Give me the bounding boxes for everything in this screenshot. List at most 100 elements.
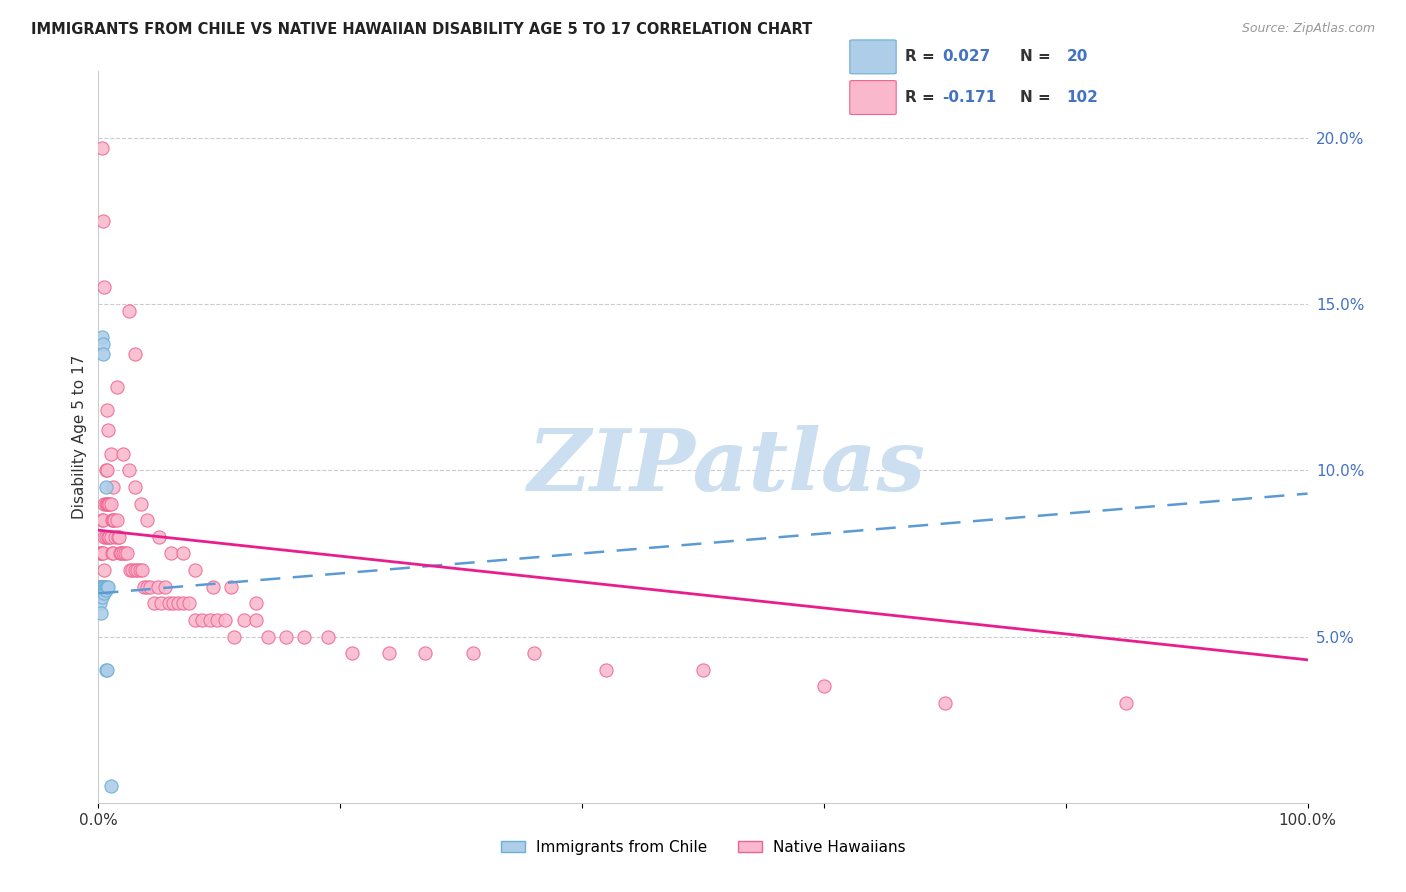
Point <box>94 497 117 511</box>
Point <box>110 546 132 560</box>
Point <box>150 596 173 610</box>
Text: -0.171: -0.171 <box>942 90 997 105</box>
Point <box>111 546 134 560</box>
Text: IMMIGRANTS FROM CHILE VS NATIVE HAWAIIAN DISABILITY AGE 5 TO 17 CORRELATION CHAR: IMMIGRANTS FROM CHILE VS NATIVE HAWAIIAN… <box>31 22 813 37</box>
Point <box>94 582 117 597</box>
Point <box>118 563 141 577</box>
Point <box>463 646 485 660</box>
Point <box>1115 696 1137 710</box>
Point <box>124 563 146 577</box>
Point <box>101 480 124 494</box>
Point <box>143 596 166 610</box>
Point <box>118 303 141 318</box>
Point <box>111 447 134 461</box>
Point <box>222 630 245 644</box>
Point <box>153 580 176 594</box>
Point <box>93 497 115 511</box>
Point <box>124 480 146 494</box>
Point <box>96 580 118 594</box>
Point <box>108 546 131 560</box>
Point <box>97 424 120 438</box>
Point <box>98 530 121 544</box>
Text: R =: R = <box>905 49 941 64</box>
Point <box>934 696 956 710</box>
Point <box>100 530 122 544</box>
Point <box>96 403 118 417</box>
Point <box>90 586 112 600</box>
Point <box>377 646 399 660</box>
Point <box>89 546 111 560</box>
Point <box>595 663 617 677</box>
Point <box>91 546 114 560</box>
Point <box>91 580 114 594</box>
Point <box>90 607 112 621</box>
Point <box>118 463 141 477</box>
Point <box>94 530 117 544</box>
Point <box>692 663 714 677</box>
Point <box>124 347 146 361</box>
Point <box>93 280 115 294</box>
Point <box>135 580 157 594</box>
Point <box>316 630 339 644</box>
Point <box>813 680 835 694</box>
Point <box>191 613 214 627</box>
Point <box>96 663 118 677</box>
Point <box>100 497 122 511</box>
Point <box>162 596 184 610</box>
Y-axis label: Disability Age 5 to 17: Disability Age 5 to 17 <box>72 355 87 519</box>
Point <box>167 596 190 610</box>
Point <box>245 596 267 610</box>
Point <box>100 779 122 793</box>
Point <box>157 596 180 610</box>
Point <box>100 546 122 560</box>
Point <box>91 513 114 527</box>
Point <box>91 347 114 361</box>
Point <box>94 480 117 494</box>
Point <box>91 513 114 527</box>
Point <box>214 613 236 627</box>
Point <box>114 546 136 560</box>
Point <box>98 497 121 511</box>
Point <box>94 663 117 677</box>
Point <box>184 563 207 577</box>
Point <box>292 630 315 644</box>
FancyBboxPatch shape <box>849 80 896 114</box>
Point <box>202 580 225 594</box>
Text: 102: 102 <box>1066 90 1098 105</box>
Point <box>94 463 117 477</box>
Point <box>245 613 267 627</box>
Point <box>91 141 114 155</box>
Point <box>198 613 221 627</box>
Point <box>100 513 122 527</box>
Point <box>91 590 114 604</box>
Point <box>97 530 120 544</box>
Point <box>139 580 162 594</box>
Point <box>93 563 115 577</box>
Point <box>413 646 436 660</box>
Point <box>93 530 115 544</box>
Point <box>105 380 128 394</box>
Point <box>131 563 153 577</box>
Point <box>101 546 124 560</box>
Point <box>179 596 201 610</box>
Point <box>129 497 152 511</box>
Point <box>91 214 114 228</box>
Text: N =: N = <box>1019 90 1056 105</box>
Point <box>148 530 170 544</box>
Point <box>90 580 112 594</box>
Point <box>104 530 127 544</box>
Point <box>128 563 150 577</box>
Text: ZIPatlas: ZIPatlas <box>529 425 927 508</box>
Point <box>274 630 297 644</box>
Point <box>89 580 111 594</box>
Point <box>90 580 112 594</box>
Point <box>172 596 194 610</box>
Point <box>205 613 228 627</box>
Point <box>221 580 243 594</box>
Point <box>100 447 122 461</box>
Point <box>117 546 139 560</box>
Point <box>91 337 114 351</box>
Point <box>121 563 143 577</box>
Point <box>184 613 207 627</box>
Point <box>135 513 157 527</box>
